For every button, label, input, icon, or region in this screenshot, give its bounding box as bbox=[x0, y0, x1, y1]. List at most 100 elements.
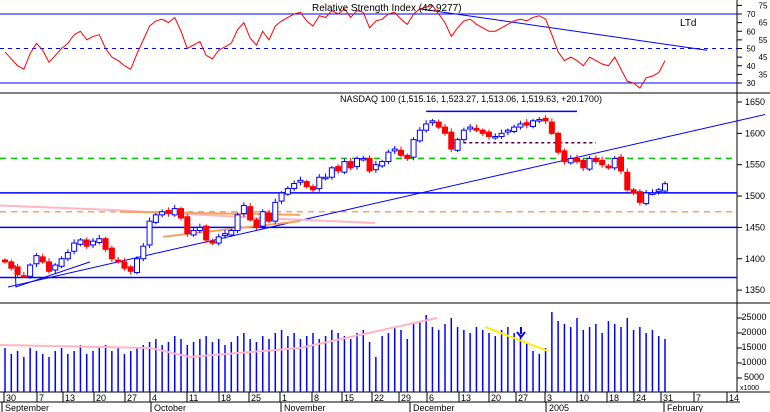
candle-body bbox=[391, 148, 398, 152]
candle-body bbox=[272, 201, 279, 222]
candle-body bbox=[442, 126, 448, 134]
candle-body bbox=[354, 157, 360, 168]
candle-body bbox=[649, 192, 656, 195]
candle-body bbox=[630, 189, 637, 194]
rsi-tick-label: 65 bbox=[759, 19, 768, 28]
x-day-label: 10 bbox=[579, 393, 589, 403]
candle-body bbox=[39, 256, 46, 263]
candle-body bbox=[58, 258, 65, 267]
candle-body bbox=[64, 251, 71, 260]
rsi-tick-label: 35 bbox=[759, 70, 768, 79]
x-day-label: 4 bbox=[152, 393, 157, 403]
candle-body bbox=[203, 225, 210, 241]
candle-body bbox=[234, 214, 241, 232]
candle-body bbox=[347, 161, 354, 169]
x-day-label: 20 bbox=[96, 393, 106, 403]
rsi-tick-label: 55 bbox=[759, 36, 768, 45]
rsi-tick-label: 70 bbox=[747, 10, 756, 19]
candle-body bbox=[90, 240, 96, 246]
candle-body bbox=[115, 259, 122, 263]
x-day-label: 15 bbox=[344, 393, 354, 403]
candle-body bbox=[429, 120, 436, 124]
volume-tick-label: 10000 bbox=[741, 357, 766, 367]
candle-body bbox=[517, 123, 524, 128]
candle-body bbox=[530, 120, 536, 127]
x-day-label: 20 bbox=[491, 393, 501, 403]
price-tick-label: 1550 bbox=[745, 160, 765, 170]
x-day-label: 24 bbox=[636, 393, 646, 403]
x-day-label: 1 bbox=[282, 393, 287, 403]
candle-body bbox=[152, 214, 159, 223]
price-tick-label: 1600 bbox=[745, 128, 765, 138]
candle-body bbox=[404, 154, 411, 159]
candle-body bbox=[310, 186, 316, 191]
rsi-tick-label: 75 bbox=[759, 1, 768, 10]
x-day-label: 13 bbox=[461, 393, 471, 403]
candle-body bbox=[127, 266, 134, 272]
x-day-label: 11 bbox=[189, 393, 198, 403]
candle-body bbox=[611, 157, 618, 169]
candle-body bbox=[297, 179, 304, 183]
candle-body bbox=[71, 242, 78, 252]
candle-body bbox=[605, 165, 612, 169]
rsi-tick-label: 50 bbox=[747, 45, 756, 54]
candle-body bbox=[165, 209, 172, 215]
candle-body bbox=[460, 129, 467, 141]
price-tick-label: 1350 bbox=[745, 285, 765, 295]
candle-body bbox=[247, 206, 254, 221]
candle-body bbox=[360, 157, 367, 161]
volume-average-line bbox=[0, 317, 438, 359]
x-day-label: 22 bbox=[374, 393, 384, 403]
candle-body bbox=[492, 135, 499, 139]
candle-body bbox=[498, 132, 505, 137]
candle-body bbox=[121, 261, 128, 269]
candle-body bbox=[542, 117, 549, 122]
volume-tick-label: 5000 bbox=[744, 372, 764, 382]
candle-body bbox=[20, 275, 27, 278]
candle-body bbox=[599, 159, 606, 166]
candle-body bbox=[146, 220, 153, 246]
candle-body bbox=[567, 157, 574, 164]
candle-body bbox=[134, 258, 140, 274]
candle-body bbox=[536, 119, 543, 122]
rsi-trendline bbox=[419, 8, 708, 51]
candle-body bbox=[240, 204, 247, 215]
price-tick-label: 1450 bbox=[745, 222, 765, 232]
candle-body bbox=[523, 122, 530, 126]
candle-body bbox=[77, 239, 84, 245]
candle-body bbox=[322, 176, 329, 180]
rsi-tick-label: 45 bbox=[759, 53, 768, 62]
candle-body bbox=[586, 157, 593, 170]
x-day-label: 14 bbox=[729, 393, 739, 403]
candle-body bbox=[253, 219, 260, 228]
x-day-label: 13 bbox=[65, 393, 75, 403]
candle-body bbox=[303, 181, 310, 188]
ltd-annotation: LTd bbox=[680, 18, 697, 29]
candle-body bbox=[2, 259, 8, 263]
x-day-label: 29 bbox=[401, 393, 411, 403]
candle-body bbox=[171, 208, 178, 216]
x-month-label: February bbox=[667, 403, 704, 412]
candle-body bbox=[624, 171, 631, 191]
price-tick-label: 1400 bbox=[745, 254, 765, 264]
x-day-label: 18 bbox=[221, 393, 231, 403]
candle-body bbox=[27, 264, 34, 277]
x-day-label: 27 bbox=[518, 393, 528, 403]
x-month-label: December bbox=[413, 403, 455, 412]
x-day-label: 27 bbox=[127, 393, 137, 403]
candle-body bbox=[46, 261, 52, 272]
candle-body bbox=[574, 157, 580, 163]
x-month-label: November bbox=[284, 403, 326, 412]
candle-body bbox=[102, 238, 109, 250]
x-day-label: 7 bbox=[39, 393, 44, 403]
volume-tick-label: 15000 bbox=[741, 342, 766, 352]
candle-body bbox=[454, 139, 461, 151]
volume-unit-label: x1000 bbox=[740, 385, 759, 392]
candle-body bbox=[341, 161, 348, 173]
candle-body bbox=[548, 121, 555, 134]
candle-body bbox=[479, 129, 486, 134]
candle-body bbox=[108, 247, 115, 260]
candle-body bbox=[33, 255, 40, 265]
